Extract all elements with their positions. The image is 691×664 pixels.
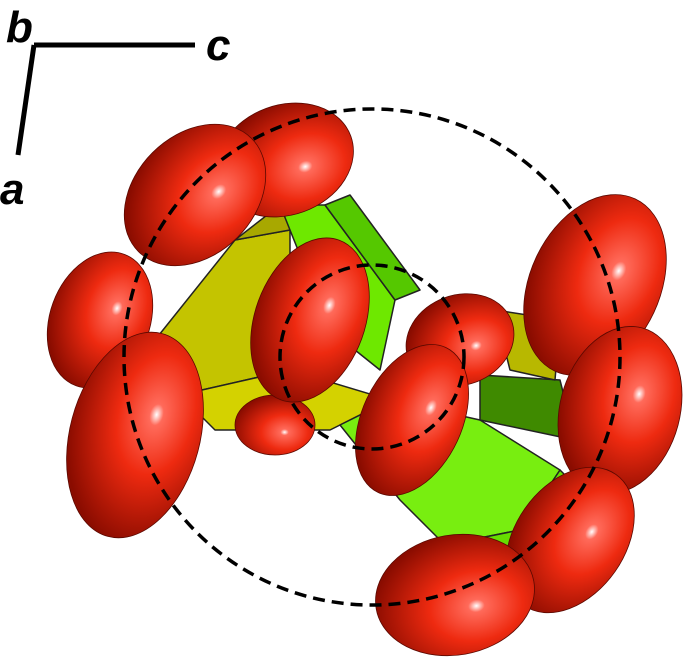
atom-ellipsoid [66, 331, 204, 539]
atom-ellipsoid [355, 344, 469, 496]
atom-ellipsoid [375, 533, 535, 657]
axis-a-line [15, 44, 37, 156]
axis-label-c: c [206, 21, 231, 70]
axis-label-b: b [6, 3, 33, 52]
axis-indicator [15, 42, 195, 156]
outer-dashed-circle [122, 107, 622, 607]
axis-label-a: a [0, 165, 25, 214]
atom-ellipsoid [250, 237, 370, 403]
atom-ellipsoid [234, 394, 316, 456]
green-polyhedron-face [324, 194, 421, 301]
thermal-ellipsoids [46, 102, 683, 657]
dashed-circles [122, 107, 622, 607]
inner-dashed-circle [278, 263, 466, 451]
